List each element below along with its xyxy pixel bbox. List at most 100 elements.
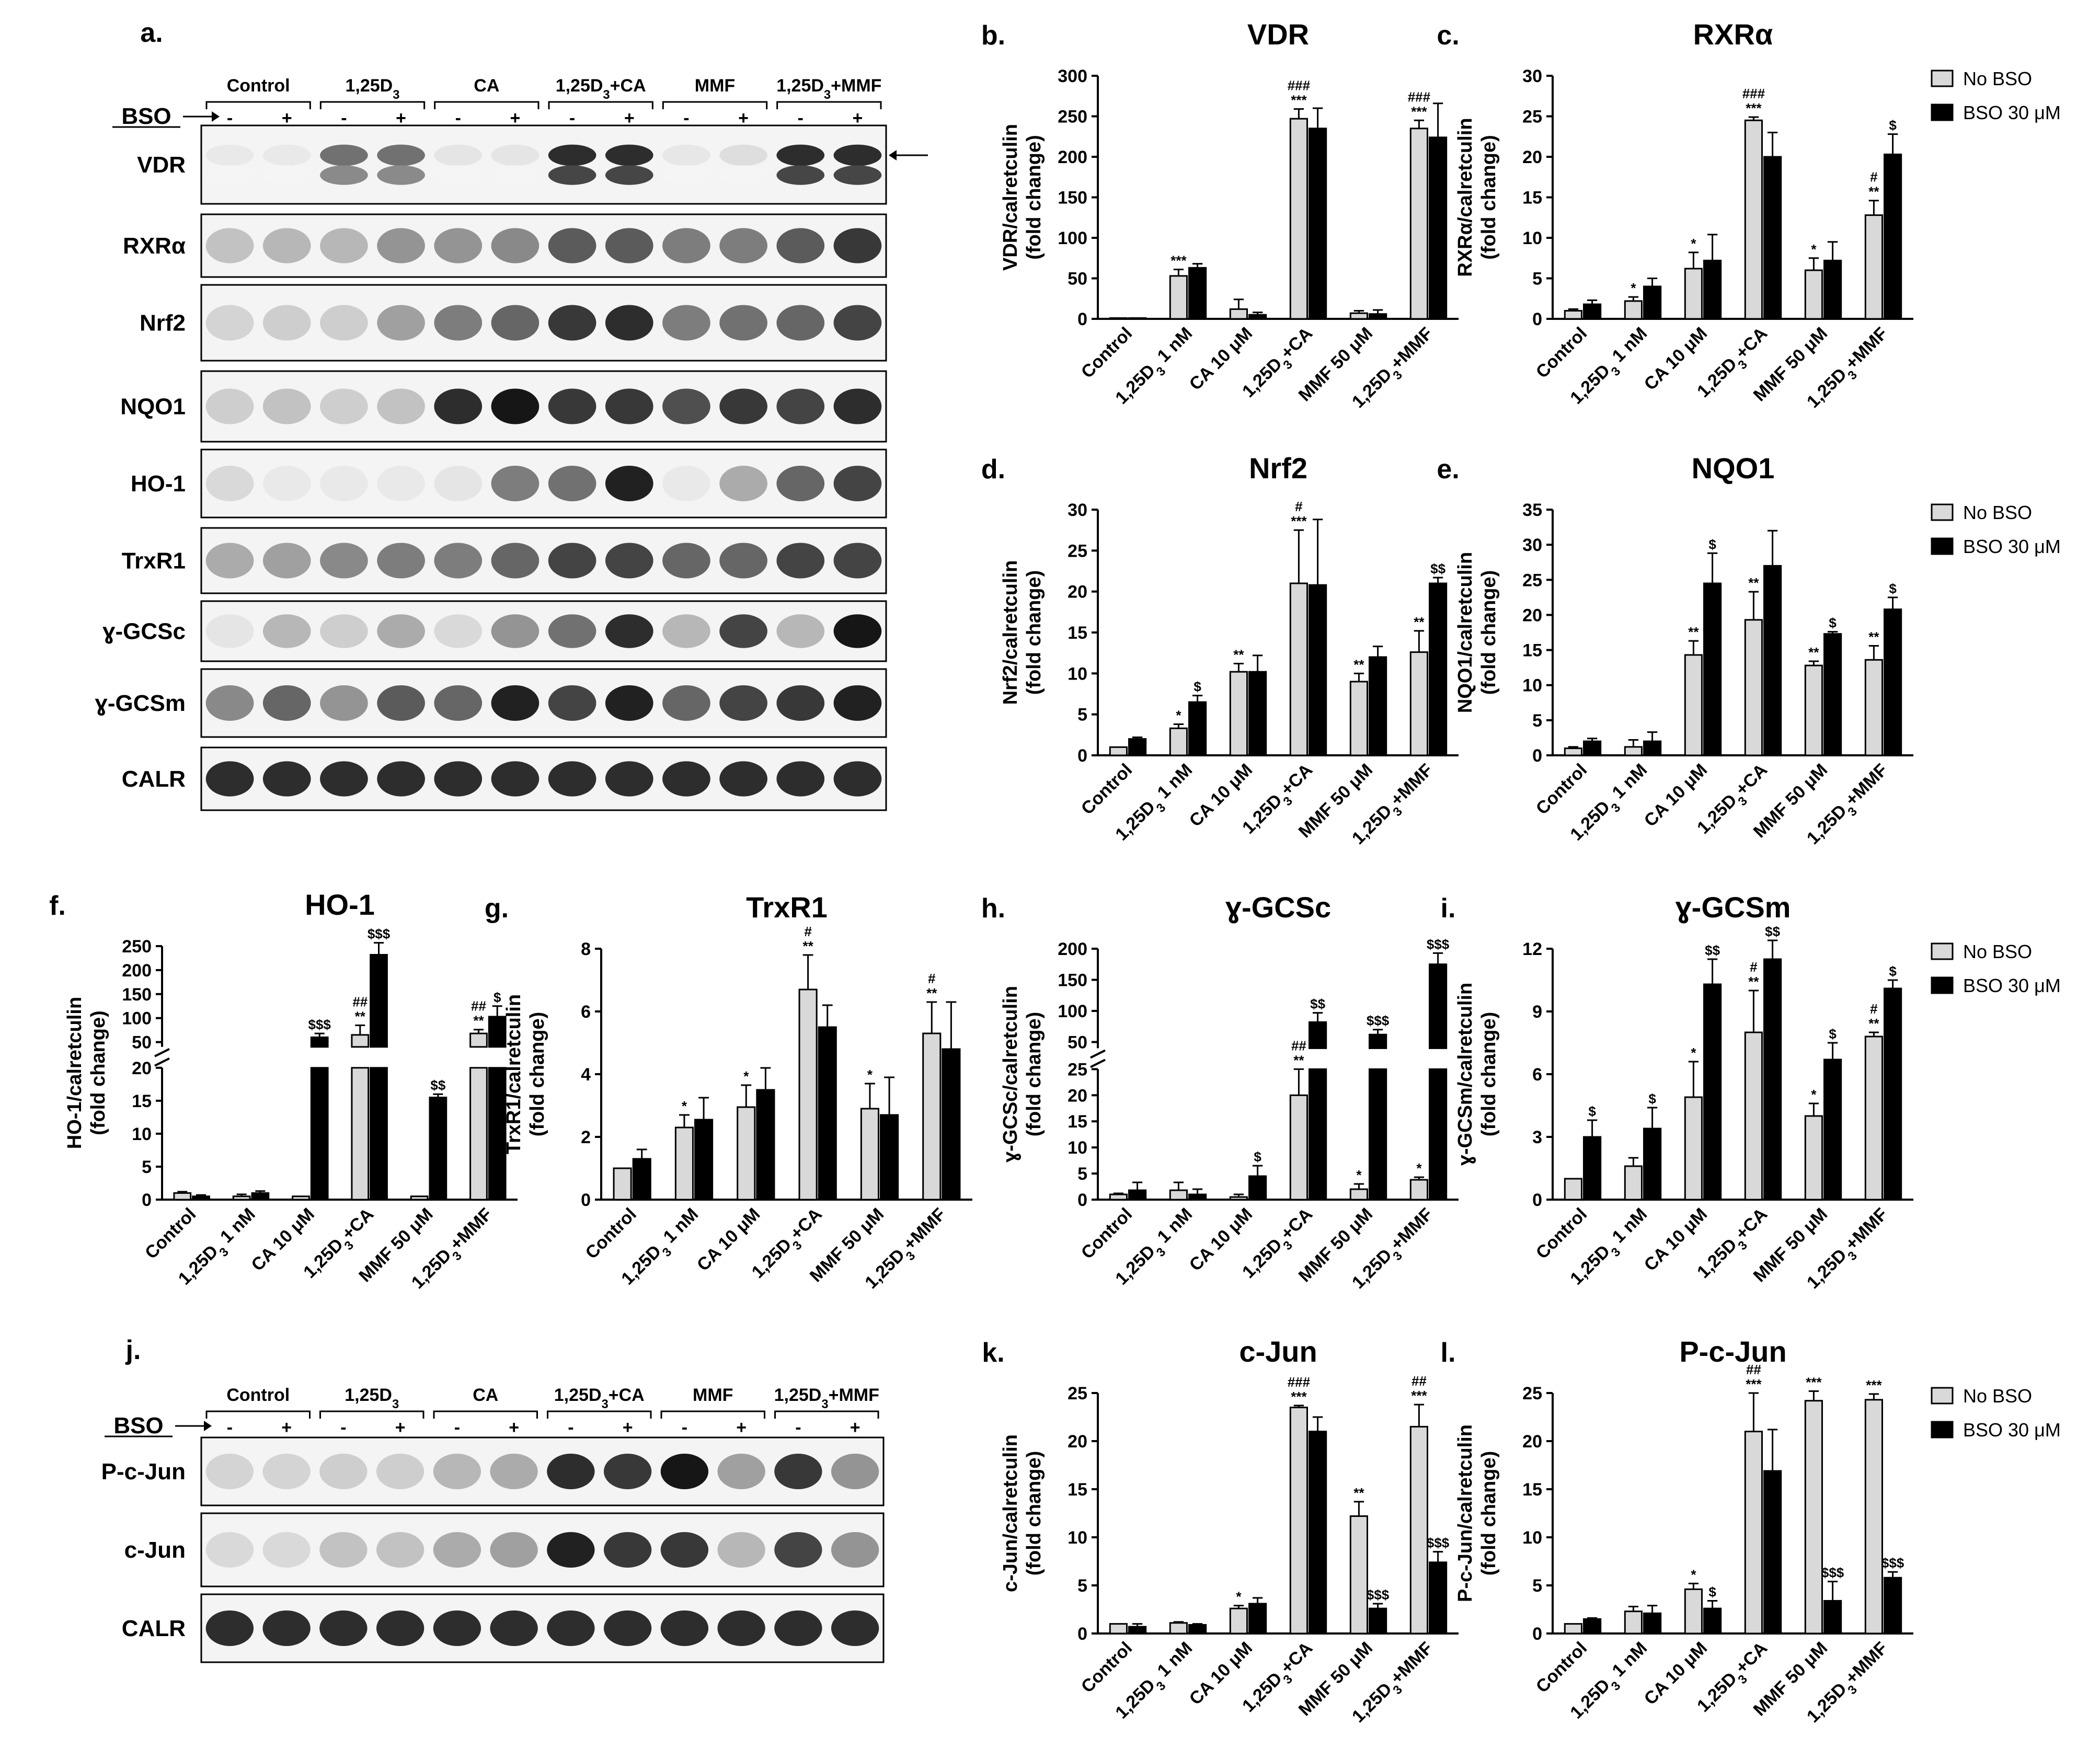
blot-band <box>603 1532 652 1568</box>
bar-bso <box>1643 740 1662 756</box>
significance-mark: ** <box>1868 184 1879 200</box>
bar-bso <box>1884 153 1902 320</box>
blot-band <box>605 761 653 797</box>
blot-strip <box>200 746 887 811</box>
bar-bso <box>1703 259 1722 320</box>
blot-band <box>662 305 710 341</box>
bar-bso <box>310 1036 329 1048</box>
significance-mark: *** <box>1806 1374 1822 1390</box>
blot-band <box>262 685 311 721</box>
blot-band <box>205 1532 254 1568</box>
blot-band <box>605 228 653 263</box>
y-tick-label: 150 <box>1058 971 1087 991</box>
blot-band <box>605 685 653 721</box>
y-axis-label: (fold change) <box>526 1012 548 1137</box>
significance-mark: ** <box>1233 647 1244 663</box>
significance-mark: $$$ <box>308 1017 331 1032</box>
chart-TrxR1: 0 2 4 6 8 TrxR1 g. TrxR1/calretculin (fold chang… <box>485 891 972 1293</box>
y-tick-label: 2 <box>581 1127 591 1147</box>
blot-strip <box>200 527 887 594</box>
y-tick-label: 20 <box>1068 1086 1087 1106</box>
treatment-group-label: MMF <box>693 1385 733 1405</box>
bar-no-bso <box>613 1167 632 1201</box>
bar-no-bso <box>469 1067 488 1201</box>
bar-bso <box>192 1195 210 1201</box>
bar-no-bso <box>1864 214 1884 320</box>
chart-ɣ-GCSm: 0 3 6 9 12 ɣ-GCSm i. ɣ-GCSm/calretculin (fold ch… <box>1441 891 2061 1293</box>
blot-band <box>434 685 483 721</box>
blot-band <box>548 228 596 263</box>
blot-band <box>377 614 425 648</box>
bso-plus-label: + <box>396 108 406 128</box>
blot-band <box>603 1454 652 1489</box>
blot-band <box>491 165 540 185</box>
blot-band <box>491 466 540 501</box>
blot-band <box>491 761 540 797</box>
blot-band <box>377 305 425 341</box>
significance-mark: # <box>1870 169 1878 185</box>
y-axis-label: NQO1/calretculin <box>1454 552 1476 713</box>
blot-band <box>603 1610 652 1646</box>
significance-mark: $$ <box>1765 924 1780 939</box>
chart-title: ɣ-GCSm <box>1676 891 1791 924</box>
chart-VDR: 0 50 100 150 200 250 300 VDR b. VDR/calretculin (f… <box>981 18 1459 412</box>
bso-plus-label: + <box>624 108 635 128</box>
significance-mark: $ <box>1829 615 1837 631</box>
blot-row-label: RXRα <box>123 233 186 259</box>
bar-bso <box>1128 1626 1147 1635</box>
y-tick-label: 20 <box>1522 605 1542 625</box>
chart-title: NQO1 <box>1692 452 1775 485</box>
bar-no-bso <box>1624 1165 1643 1201</box>
y-tick-label: 50 <box>1068 269 1087 289</box>
treatment-group-label: CA <box>474 76 499 96</box>
bar-no-bso <box>1684 1588 1703 1635</box>
blot-band <box>434 614 483 648</box>
y-axis-label: TrxR1/calretculin <box>503 994 525 1154</box>
x-tick-label: Control <box>581 1204 640 1263</box>
blot-band <box>490 1610 538 1646</box>
y-tick-label: 0 <box>1077 746 1087 766</box>
blot-band <box>434 144 483 166</box>
chart-NQO1: 0 5 10 15 20 25 30 35 NQO1 e. NQO1/calretculin (fol… <box>1437 452 2061 848</box>
significance-mark: $ <box>1588 1103 1596 1119</box>
significance-mark: ** <box>1688 624 1699 640</box>
y-tick-label: 25 <box>1068 1384 1087 1403</box>
blot-band <box>831 1532 879 1568</box>
blot-band <box>719 543 767 579</box>
bso-plus-label: + <box>509 1418 519 1437</box>
legend-label-no-bso: No BSO <box>1963 941 2032 962</box>
bar-no-bso <box>1169 275 1188 320</box>
blot-band <box>776 305 825 341</box>
group-bracket <box>662 101 768 109</box>
blot-band <box>547 1454 595 1489</box>
significance-mark: * <box>743 1068 749 1084</box>
blot-band <box>605 614 653 648</box>
chart-HO-1: 0 5 10 15 20 50 100 150 200 250 HO-1 f. HO-1/calretc… <box>49 888 518 1293</box>
panel-letter: d. <box>981 454 1005 485</box>
significance-mark: $$$ <box>1821 1565 1844 1581</box>
bar-bso <box>251 1192 270 1201</box>
bso-arrow-head <box>204 1421 212 1431</box>
significance-mark: *** <box>1291 93 1307 108</box>
blot-strip <box>200 370 887 443</box>
y-axis-label: (fold change) <box>1023 570 1045 695</box>
group-bracket <box>434 101 540 109</box>
bar-bso <box>1703 1607 1722 1635</box>
bar-bso <box>1369 313 1387 320</box>
bar-bso <box>1823 633 1842 756</box>
significance-mark: *** <box>1291 1389 1307 1405</box>
bar-bso <box>1188 701 1207 756</box>
blot-band <box>491 388 540 424</box>
y-tick-label: 0 <box>142 1190 152 1210</box>
bar-bso <box>1703 582 1722 756</box>
blot-band <box>548 165 596 185</box>
y-tick-label: 100 <box>1058 1002 1087 1021</box>
bar-no-bso <box>1109 317 1128 320</box>
bso-plus-label: + <box>281 1418 292 1437</box>
blot-band <box>776 466 825 501</box>
blot-band <box>548 761 596 797</box>
bar-no-bso <box>1684 1096 1703 1201</box>
significance-mark: ### <box>1288 1374 1311 1390</box>
bar-bso <box>1248 1603 1267 1635</box>
blot-band <box>547 1532 595 1568</box>
